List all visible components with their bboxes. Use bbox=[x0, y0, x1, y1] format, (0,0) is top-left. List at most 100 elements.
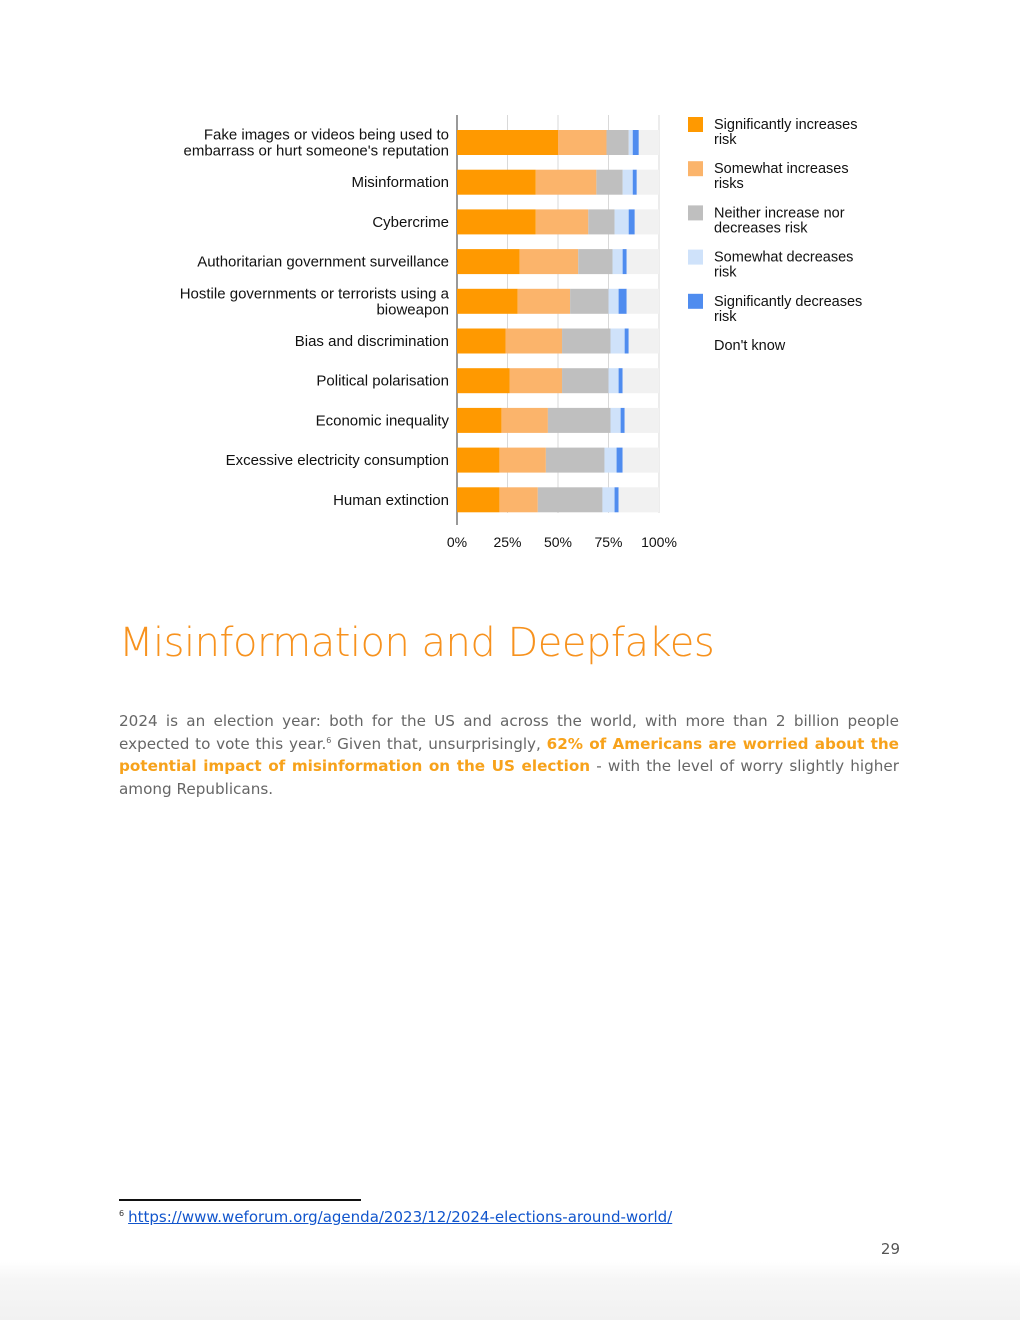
bar-segment bbox=[608, 368, 619, 394]
bar-segment bbox=[457, 487, 500, 513]
bar-segment bbox=[558, 130, 607, 155]
bar-segment bbox=[622, 368, 659, 394]
bar-segment bbox=[612, 249, 623, 275]
bar-segment bbox=[537, 487, 603, 513]
bar-segment bbox=[614, 487, 619, 513]
bar-segment bbox=[618, 288, 627, 314]
bar-segment bbox=[457, 447, 500, 473]
bar-segment bbox=[616, 447, 623, 473]
legend-label: Somewhat increases risks bbox=[714, 161, 849, 192]
para-mid: Given that, unsurprisingly, bbox=[331, 734, 547, 753]
bar-segment bbox=[509, 368, 563, 394]
bar-segment bbox=[596, 169, 623, 195]
x-tick-label: 100% bbox=[641, 534, 677, 550]
bar-segment bbox=[501, 407, 548, 433]
bar-segment bbox=[545, 447, 605, 473]
legend-swatch bbox=[688, 249, 703, 265]
footnote-divider bbox=[119, 1199, 361, 1201]
x-axis-ticks: 0% 25% 50% 75% 100% bbox=[447, 534, 677, 550]
bar-segment bbox=[457, 249, 520, 275]
para-highlight: 62% of Americans are worried about the p… bbox=[119, 734, 899, 776]
page-bottom-band bbox=[0, 1262, 1020, 1320]
bar-segment bbox=[499, 487, 538, 513]
category-label: Hostile governments or terrorists using … bbox=[180, 285, 450, 318]
bar-segment bbox=[628, 328, 659, 354]
footnote: 6 https://www.weforum.org/agenda/2023/12/… bbox=[119, 1208, 672, 1226]
bar-segment bbox=[628, 209, 635, 235]
bar-segment bbox=[457, 209, 536, 235]
bar-segment bbox=[547, 407, 611, 433]
bar-segment bbox=[610, 328, 625, 354]
x-tick-label: 50% bbox=[544, 534, 572, 550]
para-end: - with the level of worry slightly highe… bbox=[119, 757, 900, 798]
category-label: Misinformation bbox=[351, 174, 449, 191]
bar-segment bbox=[622, 447, 659, 473]
body-paragraph: 2024 is an election year: both for the U… bbox=[119, 710, 899, 800]
category-label: Fake images or videos being used to embar… bbox=[184, 127, 450, 160]
legend-label: Significantly decreases risk bbox=[714, 294, 862, 325]
category-label: Excessive electricity consumption bbox=[226, 452, 449, 469]
x-tick-label: 25% bbox=[493, 534, 521, 550]
category-label: Political polarisation bbox=[316, 373, 449, 390]
bar-segment bbox=[519, 249, 579, 275]
bar-segment bbox=[618, 487, 659, 513]
bar-segment bbox=[457, 328, 506, 354]
legend-label: Somewhat decreases risk bbox=[714, 250, 853, 281]
bar-segment bbox=[517, 288, 571, 314]
bar-segment bbox=[626, 288, 659, 314]
bar-segment bbox=[535, 209, 589, 235]
page-number: 29 bbox=[880, 1240, 900, 1258]
bar-segment bbox=[626, 249, 659, 275]
legend-label: Neither increase nor decreases risk bbox=[714, 205, 845, 236]
bar-segment bbox=[535, 169, 597, 195]
bar-segment bbox=[457, 407, 502, 433]
category-label: Bias and discrimination bbox=[295, 333, 449, 350]
bar-segment bbox=[602, 487, 615, 513]
bar-segment bbox=[457, 169, 536, 195]
category-label: Human extinction bbox=[333, 492, 449, 509]
bar-segment bbox=[624, 328, 629, 354]
bar-segment bbox=[457, 368, 510, 394]
legend-label: Don't know bbox=[714, 338, 786, 354]
legend-swatch bbox=[688, 117, 703, 132]
bar-segment bbox=[562, 328, 611, 354]
category-label: Authoritarian government surveillance bbox=[197, 254, 449, 271]
bar-segment bbox=[628, 130, 633, 155]
bar-segment bbox=[632, 169, 637, 195]
bar-segment bbox=[570, 288, 609, 314]
bar-segment bbox=[562, 368, 609, 394]
bar-segment bbox=[457, 288, 518, 314]
bar-segment bbox=[608, 288, 619, 314]
bar-segment bbox=[622, 249, 627, 275]
category-label: Economic inequality bbox=[316, 412, 450, 429]
bar-segment bbox=[604, 447, 617, 473]
chart-legend: Significantly increases risk Somewhat incr… bbox=[688, 117, 862, 354]
x-tick-label: 75% bbox=[594, 534, 622, 550]
stacked-bars bbox=[457, 130, 659, 513]
risk-perception-chart: Fake images or videos being used to embar… bbox=[180, 115, 862, 550]
bar-segment bbox=[618, 368, 623, 394]
bar-segment bbox=[636, 169, 659, 195]
footnote-ref[interactable]: 6 bbox=[326, 735, 332, 745]
bar-segment bbox=[622, 169, 633, 195]
category-label: Cybercrime bbox=[372, 214, 449, 231]
legend-label: Significantly increases risk bbox=[714, 117, 857, 148]
footnote-number: 6 bbox=[119, 1209, 125, 1218]
legend-swatch bbox=[688, 293, 703, 309]
bar-segment bbox=[606, 130, 629, 155]
bar-segment bbox=[588, 209, 615, 235]
bar-segment bbox=[578, 249, 613, 275]
para-intro: 2024 is an election year: both for the U… bbox=[119, 712, 899, 753]
footnote-link[interactable]: https://www.weforum.org/agenda/2023/12/2… bbox=[128, 1208, 673, 1226]
bar-segment bbox=[638, 130, 659, 155]
bar-segment bbox=[624, 407, 659, 433]
bar-segment bbox=[610, 407, 621, 433]
bar-segment bbox=[632, 130, 639, 155]
bar-segment bbox=[614, 209, 629, 235]
category-labels: Fake images or videos being used to embar… bbox=[180, 127, 450, 509]
x-tick-label: 0% bbox=[447, 534, 467, 550]
section-heading: Misinformation and Deepfakes bbox=[119, 620, 715, 666]
bar-segment bbox=[634, 209, 659, 235]
bar-segment bbox=[620, 407, 625, 433]
bar-segment bbox=[505, 328, 563, 354]
